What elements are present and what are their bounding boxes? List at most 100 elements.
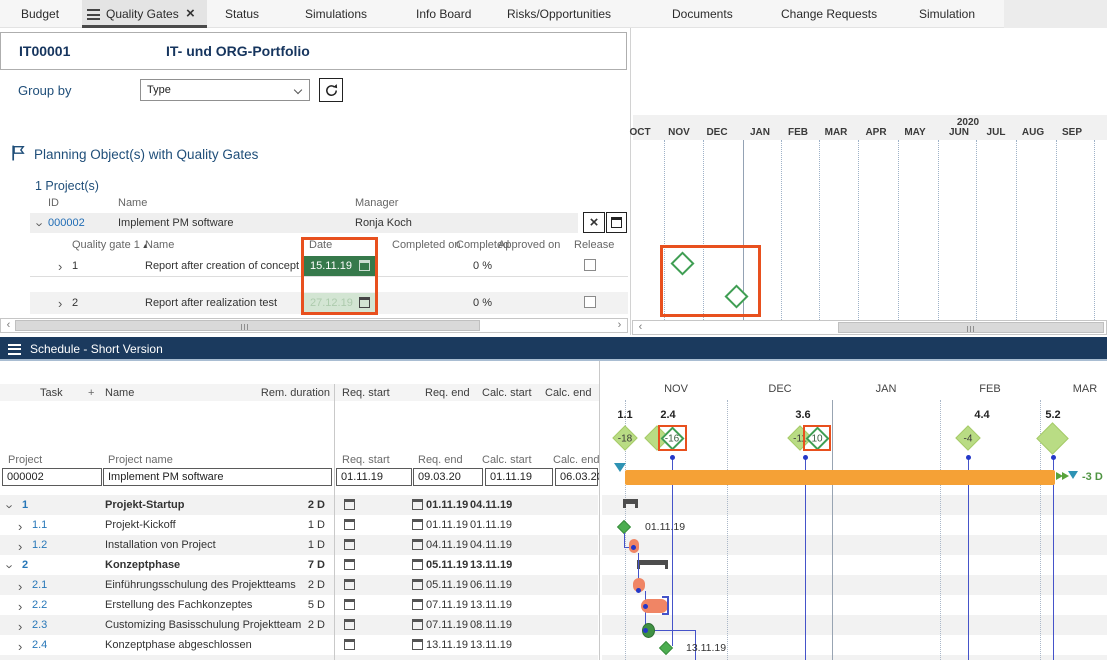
expand-icon[interactable]: › <box>18 639 23 654</box>
calendar-icon[interactable] <box>359 260 370 271</box>
project-id-link[interactable]: 000002 <box>48 217 85 229</box>
task-row[interactable]: › 2.4 Konzeptphase abgeschlossen 13.11.1… <box>0 635 598 655</box>
calendar-icon[interactable] <box>412 559 423 570</box>
refresh-button[interactable] <box>319 78 343 102</box>
tab-risks-opportunities[interactable]: Risks/Opportunities <box>507 7 612 21</box>
expand-icon[interactable]: › <box>18 539 23 554</box>
project-name-input[interactable]: Implement PM software <box>103 468 332 486</box>
calendar-icon[interactable] <box>344 499 355 510</box>
task-milestone-diamond[interactable] <box>616 519 632 535</box>
month-label: MAR <box>1072 383 1098 395</box>
task-row[interactable]: › 2.3 Customizing Basisschulung Projektt… <box>0 615 598 635</box>
delta-label: -3 D <box>1082 471 1103 483</box>
group-by-select[interactable]: Type <box>140 79 310 101</box>
constraint-bracket <box>662 596 669 615</box>
calc-start-input[interactable]: 01.11.19 <box>485 468 553 486</box>
remove-project-button[interactable]: × <box>583 212 605 233</box>
gridline <box>976 140 977 320</box>
task-row[interactable]: › 2 Konzeptphase 7 D 05.11.19 13.11.19 <box>0 555 598 575</box>
milestone-value: -11 <box>793 433 807 445</box>
collapse-icon[interactable]: › <box>2 504 18 509</box>
collapse-icon[interactable]: › <box>2 564 18 569</box>
scrollbar-thumb[interactable] <box>838 322 1104 333</box>
milestone-diamond[interactable] <box>1036 422 1069 455</box>
project-bar[interactable] <box>625 470 1055 485</box>
calendar-icon[interactable] <box>412 499 423 510</box>
calc-end-input[interactable]: 06.03.20 <box>555 468 603 486</box>
expand-icon[interactable]: › <box>58 296 63 311</box>
expand-icon[interactable]: › <box>18 619 23 634</box>
summary-bar[interactable] <box>637 560 668 569</box>
tab-documents[interactable]: Documents <box>672 7 733 21</box>
calendar-icon[interactable] <box>412 579 423 590</box>
project-row[interactable]: › 000002 Implement PM software Ronja Koc… <box>30 213 578 233</box>
tab-status[interactable]: Status <box>225 7 260 21</box>
portfolio-name: IT- und ORG-Portfolio <box>166 43 310 59</box>
calendar-icon[interactable] <box>344 559 355 570</box>
horizontal-scrollbar[interactable]: ‹ <box>632 320 1107 335</box>
column-separator[interactable] <box>334 384 335 660</box>
calendar-icon[interactable] <box>412 519 423 530</box>
expand-icon[interactable]: › <box>18 519 23 534</box>
scroll-right-icon[interactable]: › <box>617 319 622 331</box>
task-row[interactable]: › 1.2 Installation von Project 1 D 04.11… <box>0 535 598 555</box>
hcol-calc-start: Calc. start <box>482 387 532 399</box>
calendar-icon[interactable] <box>412 539 423 550</box>
scrollbar-thumb[interactable] <box>15 320 480 331</box>
scroll-left-icon[interactable]: ‹ <box>6 319 11 331</box>
sort-asc-icon[interactable]: ▲ <box>139 243 149 250</box>
tab-budget[interactable]: Budget <box>21 7 60 21</box>
tab-change-requests[interactable]: Change Requests <box>781 7 878 21</box>
gate-row[interactable]: › 1 Report after creation of concept 15.… <box>30 255 628 277</box>
project-id-input[interactable]: 000002 <box>2 468 102 486</box>
calendar-icon[interactable] <box>344 639 355 650</box>
task-milestone-diamond[interactable] <box>658 640 674 656</box>
req-end-input[interactable]: 09.03.20 <box>413 468 483 486</box>
calendar-icon[interactable] <box>412 619 423 630</box>
task-row[interactable]: › 2.1 Einführungsschulung des Projekttea… <box>0 575 598 595</box>
calendar-icon[interactable] <box>344 619 355 630</box>
expand-icon[interactable]: › <box>18 599 23 614</box>
calendar-icon[interactable] <box>359 297 370 308</box>
tab-simulations[interactable]: Simulations <box>305 7 368 21</box>
month-label: JAN <box>749 127 771 138</box>
collapse-icon[interactable]: › <box>32 222 48 227</box>
task-row[interactable]: › 1 Projekt-Startup 2 D 01.11.19 04.11.1… <box>0 495 598 515</box>
task-row[interactable]: › 1.1 Projekt-Kickoff 1 D 01.11.19 01.11… <box>0 515 598 535</box>
milestone-anchor-dot <box>966 455 971 460</box>
release-checkbox[interactable] <box>584 296 596 308</box>
task-row[interactable]: › 2.2 Erstellung des Fachkonzeptes 5 D 0… <box>0 595 598 615</box>
tab-close-icon[interactable]: × <box>186 5 195 22</box>
table-gantt-divider[interactable] <box>599 361 600 660</box>
calendar-icon[interactable] <box>344 599 355 610</box>
link-dot <box>643 604 648 609</box>
calendar-icon[interactable] <box>344 579 355 590</box>
task-calc-end: 04.11.19 <box>470 539 513 551</box>
tab-quality-gates[interactable]: Quality Gates <box>106 7 179 21</box>
calendar-icon[interactable] <box>412 599 423 610</box>
gate-date-cell[interactable]: 15.11.19 <box>303 256 375 276</box>
req-start-input[interactable]: 01.11.19 <box>336 468 412 486</box>
summary-bar[interactable] <box>623 499 638 508</box>
task-bar[interactable] <box>641 599 668 613</box>
task-bar-short[interactable] <box>642 623 655 638</box>
gate-date-cell[interactable]: 27.12.19 <box>303 293 375 313</box>
menu-icon[interactable] <box>8 343 21 355</box>
gate-row[interactable]: › 2 Report after realization test 27.12.… <box>30 292 628 314</box>
calendar-icon[interactable] <box>344 539 355 550</box>
scroll-left-icon[interactable]: ‹ <box>638 321 643 333</box>
calendar-button[interactable] <box>606 212 627 233</box>
calendar-icon[interactable] <box>412 639 423 650</box>
link-line <box>695 630 696 660</box>
horizontal-scrollbar[interactable]: ‹ › <box>0 318 628 333</box>
tab-simulation[interactable]: Simulation <box>919 7 976 21</box>
tab-info-board[interactable]: Info Board <box>416 7 472 21</box>
expand-icon[interactable]: › <box>18 579 23 594</box>
add-task-button[interactable]: + <box>88 387 95 399</box>
release-checkbox[interactable] <box>584 259 596 271</box>
tab-menu-icon[interactable] <box>87 0 100 28</box>
calendar-icon[interactable] <box>344 519 355 530</box>
task-calc-end: 13.11.19 <box>470 599 513 611</box>
expand-icon[interactable]: › <box>58 259 63 274</box>
milestone-label: 4.4 <box>974 409 990 421</box>
